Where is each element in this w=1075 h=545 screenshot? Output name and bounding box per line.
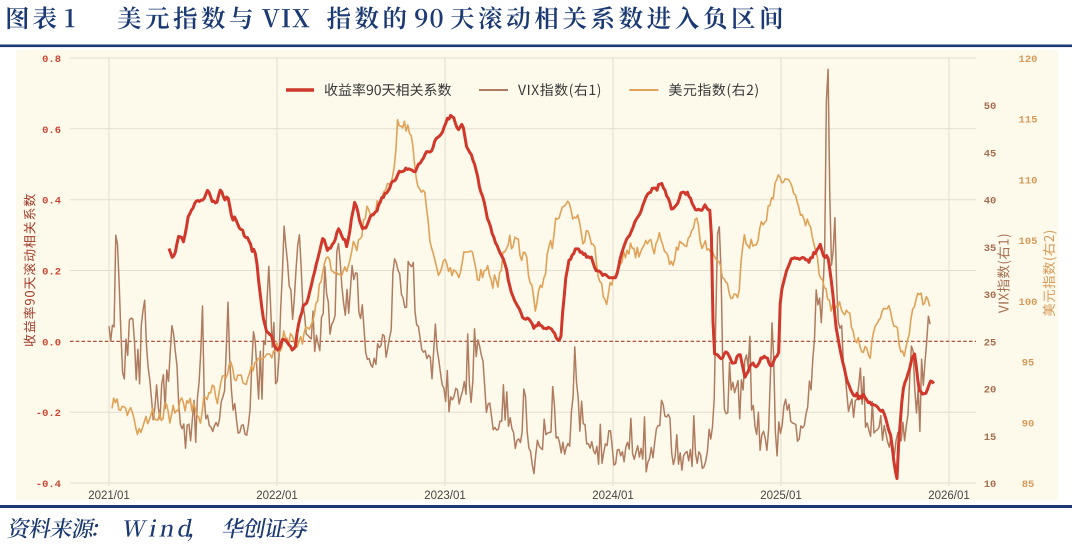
svg-text:35: 35 bbox=[984, 243, 997, 255]
svg-text:2021/01: 2021/01 bbox=[88, 490, 130, 502]
svg-text:105: 105 bbox=[1019, 236, 1038, 248]
svg-text:-0.2: -0.2 bbox=[36, 408, 61, 420]
svg-text:20: 20 bbox=[984, 385, 997, 397]
svg-text:100: 100 bbox=[1019, 297, 1038, 309]
svg-text:10: 10 bbox=[984, 479, 997, 491]
svg-text:15: 15 bbox=[984, 432, 997, 444]
svg-text:2026/01: 2026/01 bbox=[928, 490, 970, 502]
svg-text:0.4: 0.4 bbox=[42, 196, 61, 208]
svg-text:30: 30 bbox=[984, 290, 997, 302]
svg-text:-0.4: -0.4 bbox=[36, 479, 61, 491]
svg-text:85: 85 bbox=[1022, 479, 1035, 491]
svg-text:0.2: 0.2 bbox=[42, 267, 61, 279]
svg-text:2024/01: 2024/01 bbox=[592, 490, 634, 502]
svg-text:110: 110 bbox=[1019, 175, 1038, 187]
svg-text:0.8: 0.8 bbox=[42, 54, 61, 66]
svg-text:120: 120 bbox=[1019, 54, 1038, 66]
svg-text:95: 95 bbox=[1022, 358, 1035, 370]
svg-text:2022/01: 2022/01 bbox=[256, 490, 298, 502]
svg-text:45: 45 bbox=[984, 148, 997, 160]
svg-text:0.6: 0.6 bbox=[42, 125, 61, 137]
svg-text:90: 90 bbox=[1022, 418, 1035, 430]
svg-text:0.0: 0.0 bbox=[42, 337, 61, 349]
svg-text:50: 50 bbox=[984, 101, 997, 113]
svg-text:25: 25 bbox=[984, 337, 997, 349]
svg-text:115: 115 bbox=[1019, 115, 1038, 127]
svg-text:2023/01: 2023/01 bbox=[424, 490, 466, 502]
svg-text:40: 40 bbox=[984, 196, 997, 208]
svg-text:2025/01: 2025/01 bbox=[760, 490, 802, 502]
